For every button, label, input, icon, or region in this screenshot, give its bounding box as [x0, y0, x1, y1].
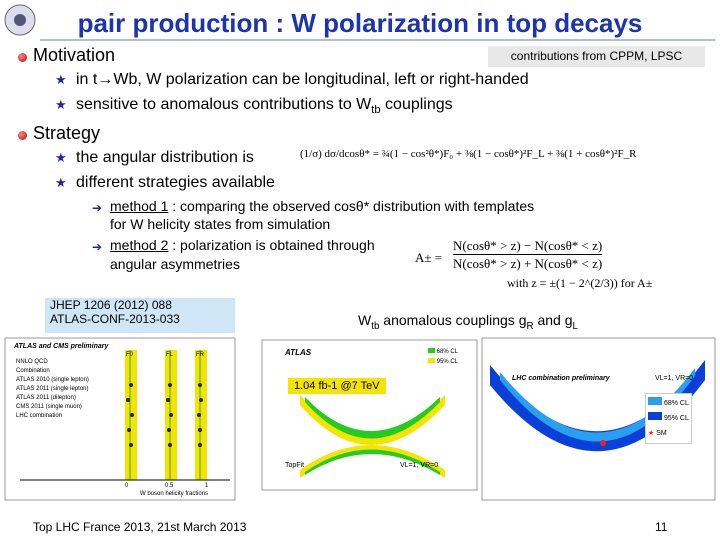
text: anomalous couplings g — [379, 312, 527, 328]
num: N(cosθ* > z) − N(cosθ* < z) — [453, 238, 603, 255]
bullet — [18, 53, 27, 62]
reference: JHEP 1206 (2012) 088 ATLAS-CONF-2013-033 — [45, 298, 235, 333]
text: and g — [533, 312, 573, 328]
col: FR — [196, 352, 204, 358]
legend-item: Combination — [16, 368, 50, 374]
legend-item: LHC combination — [16, 413, 63, 419]
item: in t→Wb, W polarization can be longitudi… — [76, 71, 529, 88]
setting: VL=1, VR=0 — [400, 462, 439, 469]
legend-item: ATLAS 2011 (dilepton) — [16, 395, 76, 401]
couplings: Wtb anomalous couplings gR and gL — [358, 312, 578, 332]
method-name: method 1 — [110, 198, 169, 214]
tick: 0.5 — [165, 483, 174, 489]
star: ★ — [55, 150, 67, 165]
note: with z = ±(1 − 2^(2/3)) for A± — [507, 276, 653, 290]
setting: VL=1, VR=0 — [655, 375, 694, 382]
method-line: for W helicity states from simulation — [110, 216, 331, 232]
text: : comparing the observed cosθ* distribut… — [168, 198, 535, 214]
plot-title: ATLAS and CMS preliminary — [14, 343, 109, 350]
ring — [300, 395, 445, 445]
legend-item: CMS 2011 (single muon) — [16, 404, 82, 410]
den: N(cosθ* > z) + N(cosθ* < z) — [453, 256, 603, 271]
plot-mid-frame — [261, 339, 478, 491]
arrow: ➔ — [92, 201, 103, 215]
footer-event: Top LHC France 2013, 21st March 2013 — [33, 520, 247, 534]
logo-core — [14, 14, 26, 26]
star: ★ — [55, 175, 67, 190]
legend-item: 95% CL — [428, 358, 458, 365]
tick: 0 — [125, 483, 129, 489]
method: method 2 : polarization is obtained thro… — [110, 237, 375, 253]
tag: contributions from CPPM, LPSC — [488, 46, 705, 67]
page-number: 11 — [655, 520, 668, 534]
ref-line: ATLAS-CONF-2013-033 — [50, 312, 180, 326]
text: W — [358, 312, 372, 328]
method-name: method 2 — [110, 237, 169, 253]
sub: tb — [371, 104, 381, 117]
fit: TopFit — [285, 462, 305, 469]
ring — [305, 397, 440, 439]
star: ★ — [55, 72, 67, 87]
legend-item: 68% CL — [648, 396, 689, 411]
method-line: angular asymmetries — [110, 256, 240, 272]
item: sensitive to anomalous contributions to … — [76, 96, 453, 116]
sub: R — [526, 320, 534, 332]
points — [126, 383, 203, 447]
legend-item: NNLO QCD — [16, 359, 48, 365]
item: the angular distribution is — [76, 149, 254, 166]
col: FL — [166, 352, 174, 358]
ref-line: JHEP 1206 (2012) 088 — [50, 298, 172, 312]
legend-text: 68% CL — [436, 349, 459, 355]
sub: tb — [371, 320, 380, 332]
ring — [305, 449, 440, 475]
legend: 68% CL 95% CL ★ SM — [645, 393, 692, 444]
method: method 1 : comparing the observed cosθ* … — [110, 198, 534, 214]
col: F0 — [126, 352, 134, 358]
plot-title: ATLAS — [285, 348, 312, 357]
tick: 1 — [205, 483, 209, 489]
plot-title: LHC combination preliminary — [512, 375, 610, 382]
legend-text: 68% CL — [663, 400, 689, 407]
xlabel: W boson helicity fractions — [140, 491, 209, 497]
star: ★ — [55, 97, 67, 112]
item: different strategies available — [76, 174, 275, 191]
title: pair production : W polarization in top … — [77, 8, 643, 38]
heading: Motivation — [33, 45, 116, 65]
lumi: 1.04 fb-1 @7 TeV — [288, 378, 386, 394]
text: : polarization is obtained through — [168, 237, 375, 253]
text: couplings — [380, 96, 453, 113]
legend-item: 68% CL — [428, 348, 458, 355]
legend-text: 95% CL — [436, 359, 459, 365]
formula: (1/σ) dσ/dcosθ* = ¾(1 − cos²θ*)F₀ + ⅜(1 … — [300, 148, 637, 160]
legend: NNLO QCD Combination ATLAS 2010 (single le… — [16, 358, 89, 421]
legend-text: SM — [656, 430, 667, 437]
legend-item: ATLAS 2010 (single lepton) — [16, 377, 89, 383]
ring — [300, 445, 445, 478]
heading: Strategy — [33, 123, 101, 143]
legend-item: ATLAS 2011 (single lepton) — [16, 386, 89, 392]
bullet — [18, 131, 27, 140]
sm-point — [600, 440, 606, 446]
legend-text: 95% CL — [663, 415, 689, 422]
sub: L — [572, 320, 578, 332]
lhs: A± = — [415, 250, 443, 265]
legend-item: 95% CL — [648, 411, 689, 426]
text: sensitive to anomalous contributions to … — [76, 96, 372, 113]
legend-item: ★ SM — [648, 430, 667, 437]
arrow: ➔ — [92, 240, 103, 254]
